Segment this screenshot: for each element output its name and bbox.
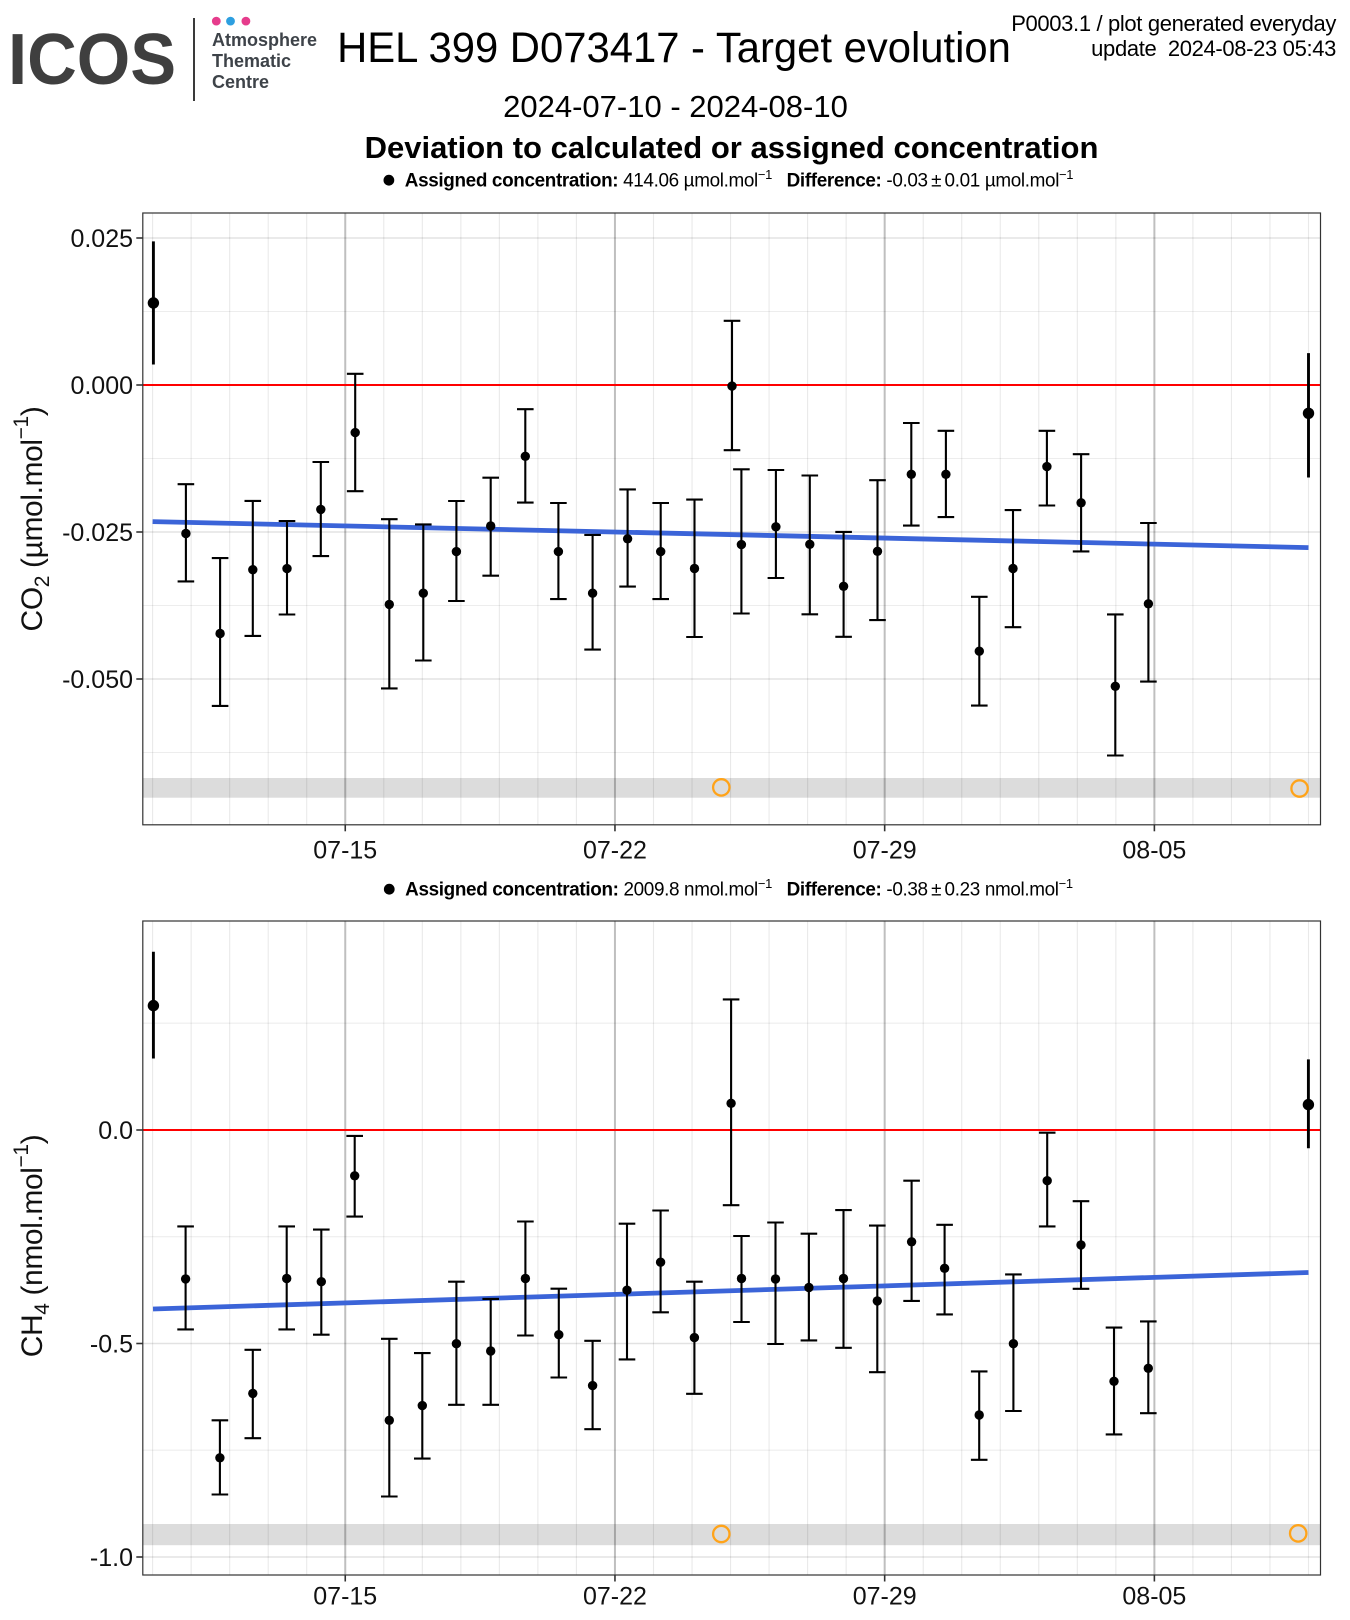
- svg-text:0.025: 0.025: [70, 225, 133, 253]
- svg-text:07-22: 07-22: [583, 837, 647, 865]
- svg-text:CH4 (nmol.mol−1): CH4 (nmol.mol−1): [10, 1135, 54, 1358]
- svg-text:07-29: 07-29: [853, 1583, 917, 1611]
- svg-text:-0.5: -0.5: [90, 1331, 133, 1359]
- svg-text:07-22: 07-22: [583, 1583, 647, 1611]
- svg-text:-1.0: -1.0: [90, 1544, 133, 1572]
- svg-text:0.0: 0.0: [98, 1117, 133, 1145]
- svg-text:07-15: 07-15: [313, 837, 377, 865]
- svg-text:08-05: 08-05: [1122, 837, 1186, 865]
- svg-text:CO2 (µmol.mol−1): CO2 (µmol.mol−1): [10, 407, 54, 632]
- svg-text:08-05: 08-05: [1122, 1583, 1186, 1611]
- svg-text:-0.025: -0.025: [62, 519, 133, 547]
- svg-text:07-15: 07-15: [313, 1583, 377, 1611]
- svg-text:0.000: 0.000: [70, 372, 133, 400]
- svg-text:-0.050: -0.050: [62, 666, 133, 694]
- svg-text:07-29: 07-29: [853, 837, 917, 865]
